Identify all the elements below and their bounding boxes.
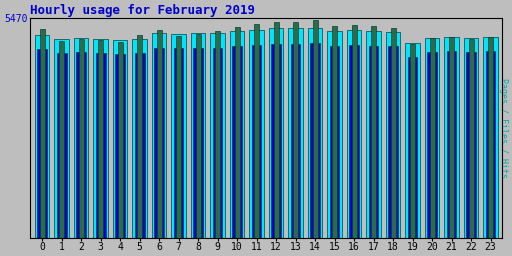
Bar: [213, 48, 223, 238]
Bar: [330, 46, 339, 238]
Bar: [172, 34, 186, 238]
Bar: [366, 31, 381, 238]
Bar: [35, 35, 50, 238]
Bar: [406, 43, 420, 238]
Y-axis label: Pages / Files / Hits: Pages / Files / Hits: [499, 78, 508, 178]
Bar: [96, 53, 105, 238]
Bar: [118, 42, 122, 238]
Bar: [486, 51, 496, 238]
Bar: [291, 44, 301, 238]
Bar: [59, 41, 64, 238]
Bar: [115, 54, 125, 238]
Bar: [408, 57, 417, 238]
Bar: [410, 44, 415, 238]
Bar: [430, 38, 435, 238]
Bar: [427, 52, 437, 238]
Bar: [313, 20, 317, 238]
Bar: [230, 31, 244, 238]
Bar: [288, 28, 303, 238]
Bar: [466, 52, 476, 238]
Bar: [449, 37, 454, 238]
Bar: [369, 46, 378, 238]
Bar: [57, 53, 67, 238]
Bar: [349, 45, 359, 238]
Bar: [154, 48, 164, 238]
Bar: [310, 43, 320, 238]
Text: Hourly usage for February 2019: Hourly usage for February 2019: [30, 4, 255, 17]
Bar: [234, 27, 240, 238]
Bar: [468, 39, 474, 238]
Bar: [274, 22, 279, 238]
Bar: [132, 39, 147, 238]
Bar: [152, 33, 166, 238]
Bar: [113, 40, 127, 238]
Bar: [176, 36, 181, 238]
Bar: [483, 37, 498, 238]
Bar: [444, 37, 459, 238]
Bar: [76, 52, 86, 238]
Bar: [271, 44, 281, 238]
Bar: [137, 35, 142, 238]
Bar: [210, 33, 225, 238]
Bar: [254, 24, 259, 238]
Bar: [391, 28, 396, 238]
Bar: [352, 25, 356, 238]
Bar: [157, 30, 162, 238]
Bar: [308, 28, 323, 238]
Bar: [79, 39, 83, 238]
Bar: [232, 46, 242, 238]
Bar: [425, 38, 439, 238]
Bar: [54, 39, 69, 238]
Bar: [464, 38, 478, 238]
Bar: [249, 30, 264, 238]
Bar: [347, 30, 361, 238]
Bar: [93, 39, 108, 238]
Bar: [293, 22, 298, 238]
Bar: [269, 28, 284, 238]
Bar: [37, 49, 47, 238]
Bar: [193, 48, 203, 238]
Bar: [386, 31, 400, 238]
Bar: [332, 26, 337, 238]
Bar: [215, 31, 220, 238]
Bar: [196, 34, 201, 238]
Bar: [371, 26, 376, 238]
Bar: [174, 48, 183, 238]
Bar: [388, 46, 398, 238]
Bar: [252, 45, 262, 238]
Bar: [40, 29, 45, 238]
Bar: [98, 40, 103, 238]
Bar: [446, 51, 457, 238]
Bar: [327, 31, 342, 238]
Bar: [488, 37, 493, 238]
Bar: [191, 33, 205, 238]
Bar: [74, 38, 89, 238]
Bar: [135, 53, 144, 238]
